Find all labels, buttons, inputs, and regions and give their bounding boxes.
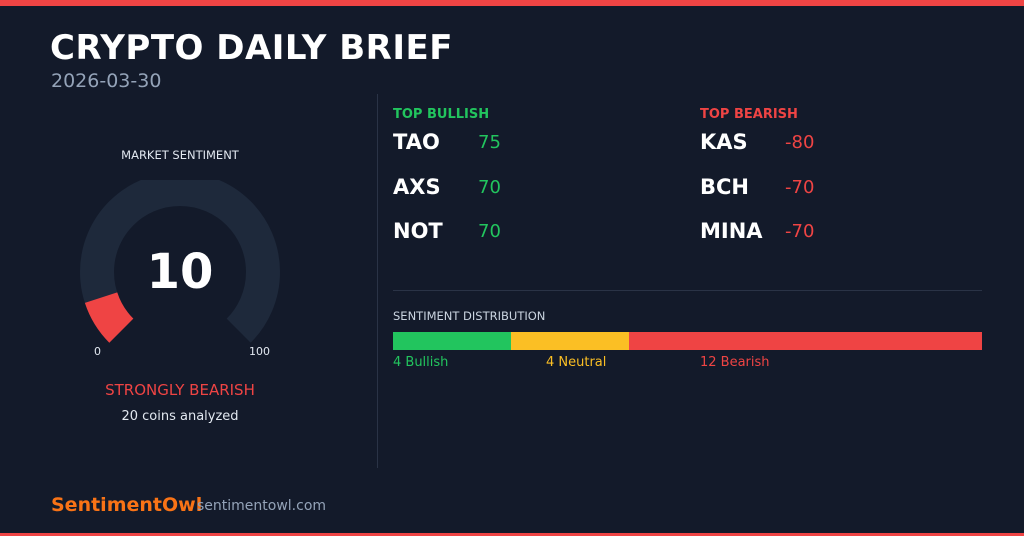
sentiment-gauge [80, 180, 280, 343]
top-bearish-heading: TOP BEARISH [700, 107, 798, 122]
distribution-bearish-segment [628, 332, 982, 350]
bearish-coin-symbol: KAS [700, 130, 748, 154]
bullish-coin-symbol: TAO [393, 130, 440, 154]
distribution-neutral-segment [510, 332, 629, 350]
horizontal-divider [393, 290, 982, 291]
gauge-min-label: 0 [94, 345, 101, 358]
distribution-bullish-legend: 4 Bullish [393, 355, 449, 370]
bullish-coin-symbol: AXS [393, 175, 441, 199]
bullish-coin-score: 70 [478, 177, 501, 198]
top-bullish-heading: TOP BULLISH [393, 107, 490, 122]
gauge-fill [84, 291, 134, 343]
sentiment-score: 10 [146, 244, 214, 300]
report-date: 2026-03-30 [51, 70, 162, 92]
bottom-accent-bar [0, 533, 1024, 536]
top-accent-bar [0, 0, 1024, 6]
bearish-coin-score: -70 [785, 177, 815, 198]
sentiment-verdict: STRONGLY BEARISH [105, 381, 255, 399]
brand-logo: SentimentOwl [51, 494, 203, 516]
vertical-divider [377, 94, 378, 468]
bearish-coin-symbol: BCH [700, 175, 749, 199]
bullish-coin-score: 75 [478, 132, 501, 153]
distribution-bullish-segment [393, 332, 511, 350]
bearish-coin-symbol: MINA [700, 219, 763, 243]
distribution-bearish-legend: 12 Bearish [700, 355, 770, 370]
bullish-coin-symbol: NOT [393, 219, 443, 243]
page-title: CRYPTO DAILY BRIEF [50, 28, 453, 68]
website-link[interactable]: sentimentowl.com [197, 498, 327, 514]
sentiment-label: MARKET SENTIMENT [121, 148, 239, 162]
distribution-neutral-legend: 4 Neutral [546, 355, 607, 370]
gauge-track [80, 180, 280, 343]
distribution-bar [393, 332, 982, 350]
bullish-coin-score: 70 [478, 221, 501, 242]
bearish-coin-score: -80 [785, 132, 815, 153]
bearish-coin-score: -70 [785, 221, 815, 242]
distribution-label: SENTIMENT DISTRIBUTION [393, 309, 546, 323]
coins-analyzed: 20 coins analyzed [121, 409, 239, 424]
gauge-max-label: 100 [249, 345, 270, 358]
